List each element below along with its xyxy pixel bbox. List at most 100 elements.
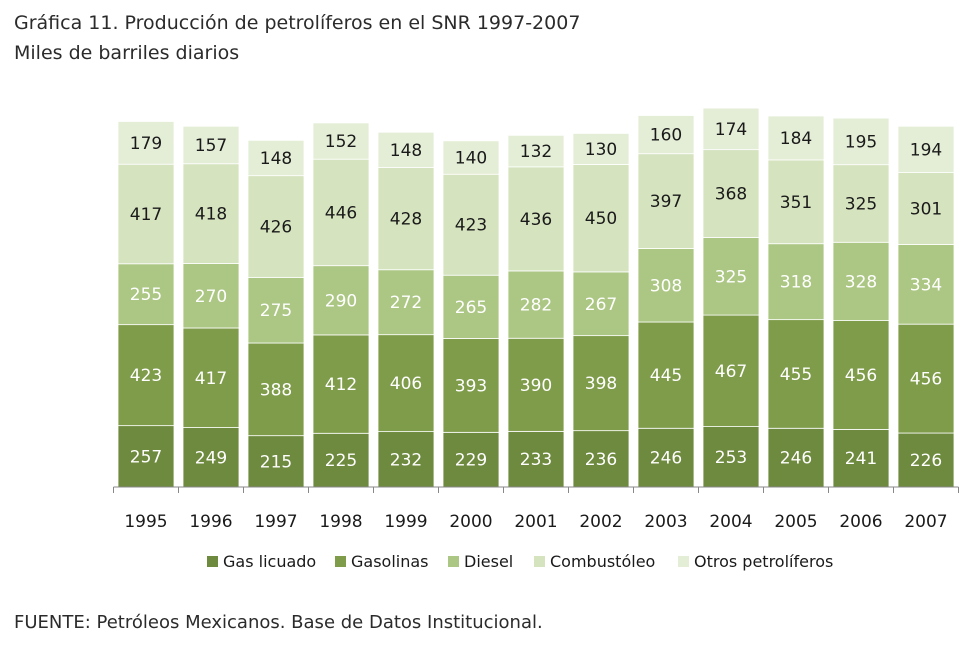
bars-layer: 257 423 255 417 179 249 417 270 418 157 215 388 275 4… — [117, 107, 955, 488]
bar-segment-1996-s2 — [182, 263, 240, 329]
bar-segment-2007-s4 — [897, 125, 955, 173]
data-label-1995-s2: 255 — [130, 285, 162, 305]
bar-segment-2004-s0 — [702, 426, 760, 488]
x-tick-label-2000: 2000 — [449, 512, 492, 532]
bar-segment-1999-s1 — [377, 334, 435, 433]
legend-swatch-s1 — [335, 556, 346, 567]
data-label-1996-s2: 270 — [195, 287, 227, 307]
bar-segment-2006-s4 — [832, 117, 890, 166]
bar-segment-1999-s2 — [377, 269, 435, 336]
bar-segment-2007-s1 — [897, 323, 955, 434]
bar-segment-1997-s3 — [247, 175, 305, 278]
bar-segment-2005-s3 — [767, 159, 825, 245]
data-label-1996-s1: 417 — [195, 369, 227, 389]
bar-segment-1998-s3 — [312, 158, 370, 267]
bar-segment-1998-s2 — [312, 265, 370, 336]
x-tick-label-1996: 1996 — [189, 512, 232, 532]
data-label-1997-s3: 426 — [260, 218, 292, 238]
bar-segment-2000-s4 — [442, 140, 500, 175]
bar-segment-1997-s1 — [247, 342, 305, 437]
x-tick-label-2003: 2003 — [644, 512, 687, 532]
data-label-2005-s2: 318 — [780, 273, 812, 293]
bar-segment-2001-s4 — [507, 134, 565, 168]
legend-swatch-s2 — [448, 556, 459, 567]
bar-segment-2003-s0 — [637, 427, 695, 488]
data-label-1999-s4: 148 — [390, 141, 422, 161]
data-label-2003-s0: 246 — [650, 449, 682, 469]
data-label-2000-s3: 423 — [455, 216, 487, 236]
data-label-2000-s0: 229 — [455, 451, 487, 471]
bar-segment-2000-s3 — [442, 173, 500, 276]
bar-segment-1999-s3 — [377, 167, 435, 271]
data-label-2001-s2: 282 — [520, 296, 552, 316]
data-label-2004-s2: 325 — [715, 267, 747, 287]
data-label-2004-s3: 368 — [715, 185, 747, 205]
bar-segment-1996-s1 — [182, 327, 240, 428]
x-tick-label-1999: 1999 — [384, 512, 427, 532]
bar-segment-2000-s2 — [442, 274, 500, 339]
data-label-2005-s4: 184 — [780, 129, 812, 149]
data-label-2004-s0: 253 — [715, 448, 747, 468]
data-label-2001-s1: 390 — [520, 376, 552, 396]
bar-segment-1999-s0 — [377, 431, 435, 488]
bar-segment-2003-s4 — [637, 115, 695, 155]
data-label-2007-s0: 226 — [910, 451, 942, 471]
data-label-1999-s2: 272 — [390, 293, 422, 313]
data-label-2007-s1: 456 — [910, 370, 942, 390]
x-tick-label-2002: 2002 — [579, 512, 622, 532]
x-tick-label-2007: 2007 — [904, 512, 947, 532]
data-label-2003-s3: 397 — [650, 192, 682, 212]
data-label-1996-s0: 249 — [195, 448, 227, 468]
chart-subtitle: Miles de barriles diarios — [14, 42, 240, 64]
legend-swatch-s0 — [207, 556, 218, 567]
bar-segment-1996-s3 — [182, 163, 240, 264]
data-label-2006-s1: 456 — [845, 366, 877, 386]
data-label-2002-s2: 267 — [585, 295, 617, 315]
data-label-2005-s0: 246 — [780, 449, 812, 469]
bar-segment-2004-s4 — [702, 107, 760, 151]
data-label-2001-s3: 436 — [520, 210, 552, 230]
x-tick-label-2005: 2005 — [774, 512, 817, 532]
bar-segment-2003-s1 — [637, 321, 695, 429]
data-label-1997-s1: 388 — [260, 380, 292, 400]
legend-label-s3: Combustóleo — [550, 552, 655, 571]
data-label-2006-s4: 195 — [845, 132, 877, 152]
data-label-1998-s0: 225 — [325, 451, 357, 471]
x-tick-label-2004: 2004 — [709, 512, 752, 532]
data-label-2005-s3: 351 — [780, 193, 812, 213]
bar-segment-2003-s3 — [637, 153, 695, 249]
data-label-2000-s2: 265 — [455, 298, 487, 318]
data-label-1995-s1: 423 — [130, 366, 162, 386]
x-tick-label-1995: 1995 — [124, 512, 167, 532]
data-label-2004-s1: 467 — [715, 362, 747, 382]
bar-segment-2000-s1 — [442, 338, 500, 433]
bar-segment-1998-s1 — [312, 334, 370, 434]
legend-label-s1: Gasolinas — [351, 552, 429, 571]
legend-label-s2: Diesel — [464, 552, 513, 571]
bar-segment-2002-s2 — [572, 271, 630, 337]
bar-segment-2004-s1 — [702, 314, 760, 427]
data-label-1998-s2: 290 — [325, 291, 357, 311]
chart-title: Gráfica 11. Producción de petrolíferos e… — [14, 12, 581, 34]
data-label-2001-s4: 132 — [520, 142, 552, 162]
bar-segment-1995-s4 — [117, 121, 175, 165]
data-label-1997-s0: 215 — [260, 452, 292, 472]
data-label-1995-s0: 257 — [130, 447, 162, 467]
data-label-2006-s3: 325 — [845, 194, 877, 214]
data-label-2002-s0: 236 — [585, 450, 617, 470]
data-label-1996-s3: 418 — [195, 205, 227, 225]
bar-segment-2005-s4 — [767, 115, 825, 161]
bar-segment-1997-s2 — [247, 276, 305, 344]
data-label-2002-s4: 130 — [585, 140, 617, 160]
bar-segment-2002-s3 — [572, 164, 630, 273]
data-label-2006-s0: 241 — [845, 449, 877, 469]
data-label-2003-s2: 308 — [650, 276, 682, 296]
data-label-1997-s4: 148 — [260, 149, 292, 169]
bar-segment-2000-s0 — [442, 431, 500, 488]
bar-segment-1996-s4 — [182, 125, 240, 165]
data-label-2007-s3: 301 — [910, 199, 942, 219]
legend: Gas licuado Gasolinas Diesel Combustóleo Otr… — [207, 552, 833, 571]
bar-segment-1995-s0 — [117, 425, 175, 488]
data-label-2003-s4: 160 — [650, 126, 682, 146]
